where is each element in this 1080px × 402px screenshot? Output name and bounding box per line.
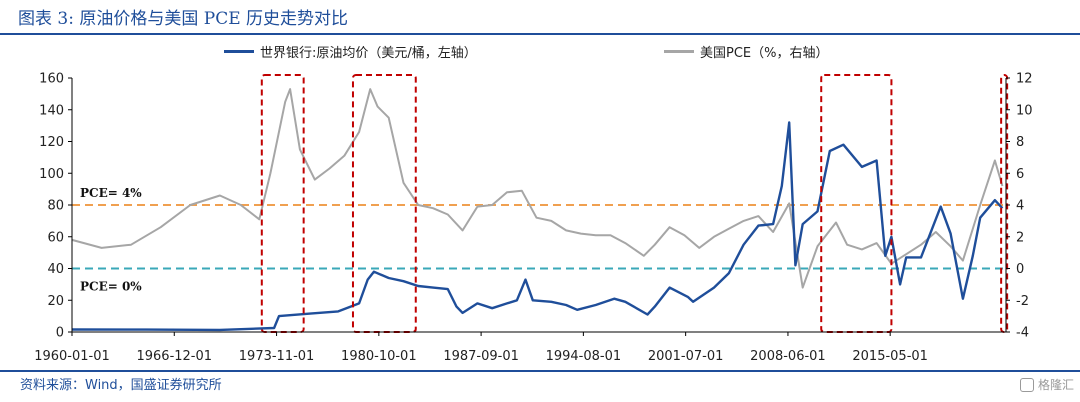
footer-rule [0,370,1080,372]
legend-item-pce: 美国PCE（%，右轴） [664,40,828,62]
right-tick-label: -2 [1016,294,1029,309]
highlight-boxes [260,74,1009,333]
legend-label-pce: 美国PCE（%，右轴） [700,45,829,61]
left-tick-label: 120 [39,135,64,150]
series-lines [71,88,1004,332]
x-tick-label: 1966-12-01 [136,349,212,364]
x-tick-label: 2008-06-01 [750,349,826,364]
legend-swatch-pce [664,49,694,53]
right-tick-label: 10 [1016,103,1033,118]
highlight-period-box [820,74,893,333]
x-tick-label: 1987-09-01 [443,349,519,364]
left-tick-label: 140 [39,103,64,118]
right-tick-label: 6 [1016,167,1024,182]
title-underline [0,33,1080,35]
left-tick-label: 60 [47,230,64,245]
legend-label-oil: 世界银行:原油均价（美元/桶，左轴） [260,45,477,61]
right-tick-label: 0 [1016,262,1024,277]
watermark-text: 格隆汇 [1037,378,1074,392]
pce-line [71,88,1004,289]
x-tick-label: 1980-10-01 [341,349,417,364]
x-tick-label: 1973-11-01 [239,349,315,364]
right-tick-label: 4 [1016,199,1024,214]
left-tick-label: 160 [39,72,64,87]
legend-item-oil: 世界银行:原油均价（美元/桶，左轴） [224,40,477,62]
right-tick-label: 8 [1016,135,1024,150]
legend: 世界银行:原油均价（美元/桶，左轴） 美国PCE（%，右轴） [0,40,1080,62]
x-tick-label: 2001-07-01 [648,349,724,364]
x-tick-label: 2015-05-01 [852,349,928,364]
right-tick-label: -4 [1016,326,1029,341]
reference-line-label: PCE= 4% [80,186,142,200]
x-tick-label: 1994-08-01 [546,349,622,364]
left-tick-label: 20 [47,294,64,309]
axes: 0 20 40 60 80 100 120 140 160 -4 -2 0 2 4 6 8 10 12 1960-0… [34,72,1032,365]
left-tick-label: 80 [47,199,64,214]
watermark-logo-icon [1019,377,1034,392]
title-bar: 图表 3: 原油价格与美国 PCE 历史走势对比 [0,0,1080,35]
right-tick-label: 12 [1016,72,1033,87]
legend-swatch-oil [224,49,254,53]
oil-price-line [71,121,1004,332]
watermark: 格隆汇 [1019,376,1074,393]
left-tick-label: 0 [56,326,64,341]
left-tick-label: 40 [47,262,64,277]
x-tick-label: 1960-01-01 [34,349,110,364]
right-tick-label: 2 [1016,230,1024,245]
source-note: 资料来源：Wind，国盛证券研究所 [20,378,222,393]
reference-lines: PCE= 4% PCE= 0% [72,186,1006,294]
reference-line-label: PCE= 0% [80,280,142,294]
left-tick-label: 100 [39,167,64,182]
chart-title: 图表 3: 原油价格与美国 PCE 历史走势对比 [18,9,349,29]
